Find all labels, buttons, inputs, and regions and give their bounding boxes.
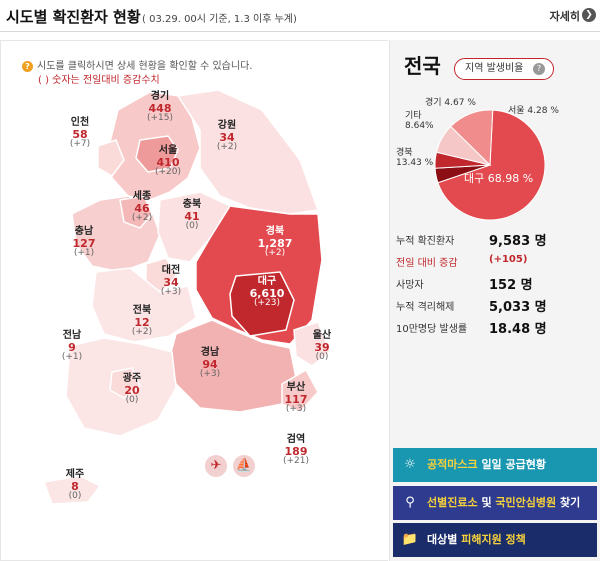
mask-icon: ☼: [404, 457, 416, 472]
stat-cumulative: 누적 확진환자 9,583 명: [396, 234, 547, 249]
map-region-busan[interactable]: [281, 368, 319, 413]
national-stats: 누적 확진환자 9,583 명 전일 대비 증감 (+105) 사망자 152 명 누…: [396, 228, 596, 338]
pie-label-other: 기타 8.64%: [405, 111, 434, 131]
map-region-chungbuk[interactable]: [157, 191, 232, 263]
region-incheon[interactable]: 인천 58 (+7): [69, 117, 91, 150]
region-chungbuk[interactable]: 충북 41 (0): [182, 199, 202, 232]
detail-link[interactable]: 자세히: [549, 10, 580, 23]
pie-label-gyeonggi: 경기 4.67 %: [425, 98, 476, 108]
stat-rate: 10만명당 발생률 18.48 명: [396, 322, 547, 337]
chevron-right-icon[interactable]: ❯: [582, 8, 596, 22]
support-policy-button[interactable]: 📁 대상별 피해지원 정책: [393, 523, 597, 557]
question-icon: ?: [22, 60, 33, 72]
stat-deaths: 사망자 152 명: [396, 278, 533, 293]
map-hint: ? 시도를 클릭하시면 상세 현황을 확인할 수 있습니다.: [22, 57, 252, 72]
folder-icon: 📁: [401, 532, 419, 547]
region-ratio-button[interactable]: 지역 발생비율?: [454, 58, 554, 80]
region-jeonnam[interactable]: 전남 9 (+1): [61, 330, 83, 363]
map-region-incheon[interactable]: [97, 139, 125, 177]
mask-supply-button[interactable]: ☼ 공적마스크 일일 공급현황: [393, 448, 597, 482]
region-seoul[interactable]: 서울 410 (+20): [154, 145, 181, 178]
pie-label-daegu: 대구 68.98 %: [464, 172, 534, 185]
region-busan[interactable]: 부산 117 (+3): [284, 382, 308, 415]
ship-icon: ⛵: [233, 455, 255, 477]
page-title: 시도별 확진환자 현황: [6, 8, 141, 26]
map-region-ulsan[interactable]: [293, 321, 331, 367]
question-icon: ?: [533, 63, 545, 75]
travel-icons: ✈ ⛵: [205, 454, 261, 477]
region-gyeongnam[interactable]: 경남 94 (+3): [199, 347, 221, 380]
region-gyeonggi[interactable]: 경기 448 (+15): [146, 91, 173, 124]
airplane-icon: ✈: [205, 455, 227, 477]
clinic-finder-button[interactable]: ⚲ 선별진료소 및 국민안심병원 찾기: [393, 486, 597, 520]
region-gyeongbuk[interactable]: 경북 1,287 (+2): [257, 226, 293, 259]
page-header: 시도별 확진환자 현황 ( 03.29. 00시 기준, 1.3 이후 누계) …: [0, 0, 600, 32]
region-sejong[interactable]: 세종 46 (+2): [131, 191, 153, 224]
page-subtitle: ( 03.29. 00시 기준, 1.3 이후 누계): [142, 14, 297, 25]
region-gwangju[interactable]: 광주 20 (0): [122, 373, 142, 406]
national-title: 전국: [404, 54, 441, 78]
map-note: ( ) 숫자는 전일대비 증감수치: [38, 75, 160, 86]
map-region-gwangju[interactable]: [109, 367, 141, 399]
map-region-seoul[interactable]: [135, 135, 179, 173]
map-region-daegu[interactable]: [229, 271, 295, 337]
map-region-sejong[interactable]: [119, 195, 153, 229]
region-jeonbuk[interactable]: 전북 12 (+2): [131, 305, 153, 338]
pie-label-seoul: 서울 4.28 %: [508, 106, 559, 116]
korea-map: [42, 89, 331, 505]
region-quarantine[interactable]: 검역 189 (+21): [282, 434, 309, 467]
pie-label-gyeongbuk: 경북 13.43 %: [396, 148, 434, 168]
region-daegu[interactable]: 대구 6,610 (+23): [249, 276, 285, 309]
map-region-jeju[interactable]: [42, 475, 102, 505]
map-pin-icon: ⚲: [405, 495, 415, 510]
map-region-jeonbuk[interactable]: [91, 267, 197, 343]
stat-daily-change: 전일 대비 증감 (+105): [396, 254, 528, 269]
region-ulsan[interactable]: 울산 39 (0): [312, 330, 332, 363]
region-chungnam[interactable]: 충남 127 (+1): [72, 226, 96, 259]
region-daejeon[interactable]: 대전 34 (+3): [160, 265, 182, 298]
stat-released: 누적 격리해제 5,033 명: [396, 300, 547, 315]
region-jeju[interactable]: 제주 8 (0): [65, 469, 85, 502]
region-gangwon[interactable]: 강원 34 (+2): [216, 120, 238, 153]
